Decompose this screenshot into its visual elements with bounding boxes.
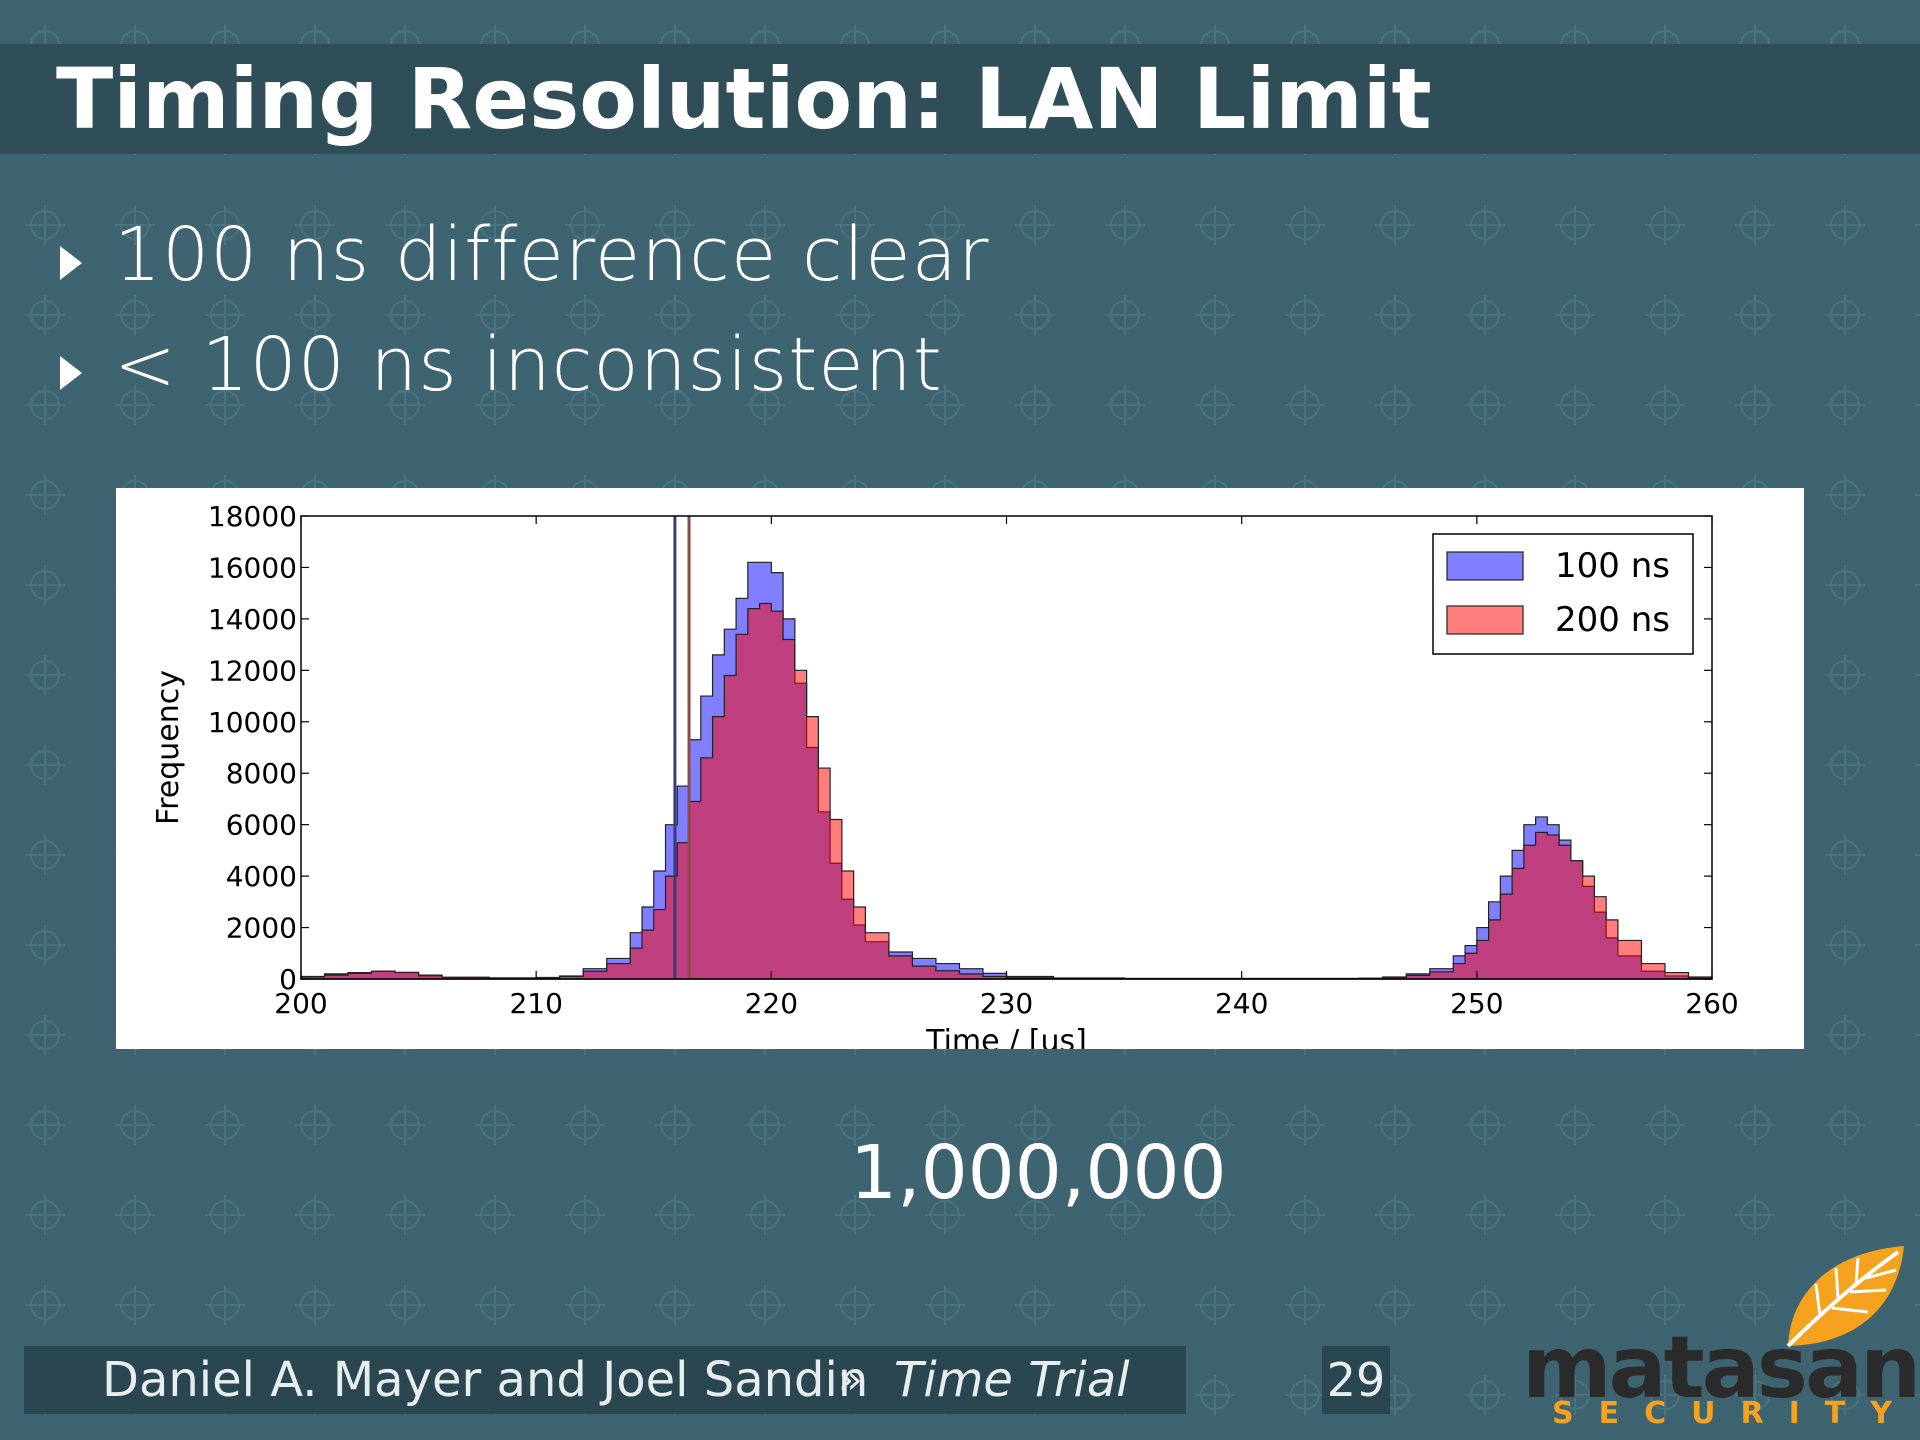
y-tick-label: 14000 [208, 603, 297, 636]
y-tick-label: 18000 [208, 500, 297, 533]
y-tick-label: 8000 [226, 757, 297, 790]
triangle-bullet-icon [60, 356, 82, 390]
bullet-item-2: < 100 ns inconsistent [60, 310, 943, 420]
logo-wordmark: matasano [1522, 1318, 1920, 1418]
y-tick-label: 10000 [208, 706, 297, 739]
y-tick-label: 6000 [226, 809, 297, 842]
legend-swatch [1446, 551, 1524, 581]
y-tick-label: 12000 [208, 654, 297, 687]
footer-bar [24, 1346, 1186, 1414]
histogram-chart: 200 210 220 230 240 250 260 0 2000 4000 6000 8000 10… [116, 488, 1804, 1049]
x-axis-label: Time / [us] [925, 1024, 1087, 1049]
legend-label: 100 ns [1555, 546, 1670, 586]
x-tick-label: 240 [1215, 987, 1268, 1020]
y-axis-label: Frequency [151, 670, 186, 825]
x-tick-label: 230 [980, 987, 1033, 1020]
y-tick-label: 4000 [226, 860, 297, 893]
legend-swatch [1446, 605, 1524, 635]
chart-svg: 200 210 220 230 240 250 260 0 2000 4000 6000 8000 10… [151, 500, 1739, 1049]
footer-authors: Daniel A. Mayer and Joel Sandin [102, 1352, 869, 1408]
x-tick-label: 220 [745, 987, 798, 1020]
bullet-item-1: 100 ns difference clear [60, 200, 989, 310]
x-tick-label: 250 [1450, 987, 1503, 1020]
footer-separator: » [838, 1357, 863, 1403]
y-tick-label: 16000 [208, 551, 297, 584]
sample-count: 1,000,000 [850, 1130, 1227, 1216]
leaf-logo-icon [1786, 1246, 1904, 1348]
triangle-bullet-icon [60, 246, 82, 280]
bullet-text: 100 ns difference clear [114, 212, 990, 298]
y-tick-label: 2000 [226, 912, 297, 945]
y-tick-label: 0 [279, 963, 297, 996]
footer-talk-title: Time Trial [894, 1352, 1130, 1408]
x-tick-label: 260 [1685, 987, 1738, 1020]
title-bar [0, 44, 1920, 154]
series-area-2 [300, 602, 1713, 980]
page-number: 29 [1322, 1346, 1390, 1414]
logo-tagline: SECURITY [1552, 1396, 1917, 1431]
bullet-text: < 100 ns inconsistent [114, 322, 943, 408]
x-tick-label: 210 [509, 987, 562, 1020]
slide-title: Timing Resolution: LAN Limit [56, 50, 1432, 148]
x-tick-label: 200 [274, 987, 327, 1020]
legend-label: 200 ns [1555, 600, 1670, 640]
